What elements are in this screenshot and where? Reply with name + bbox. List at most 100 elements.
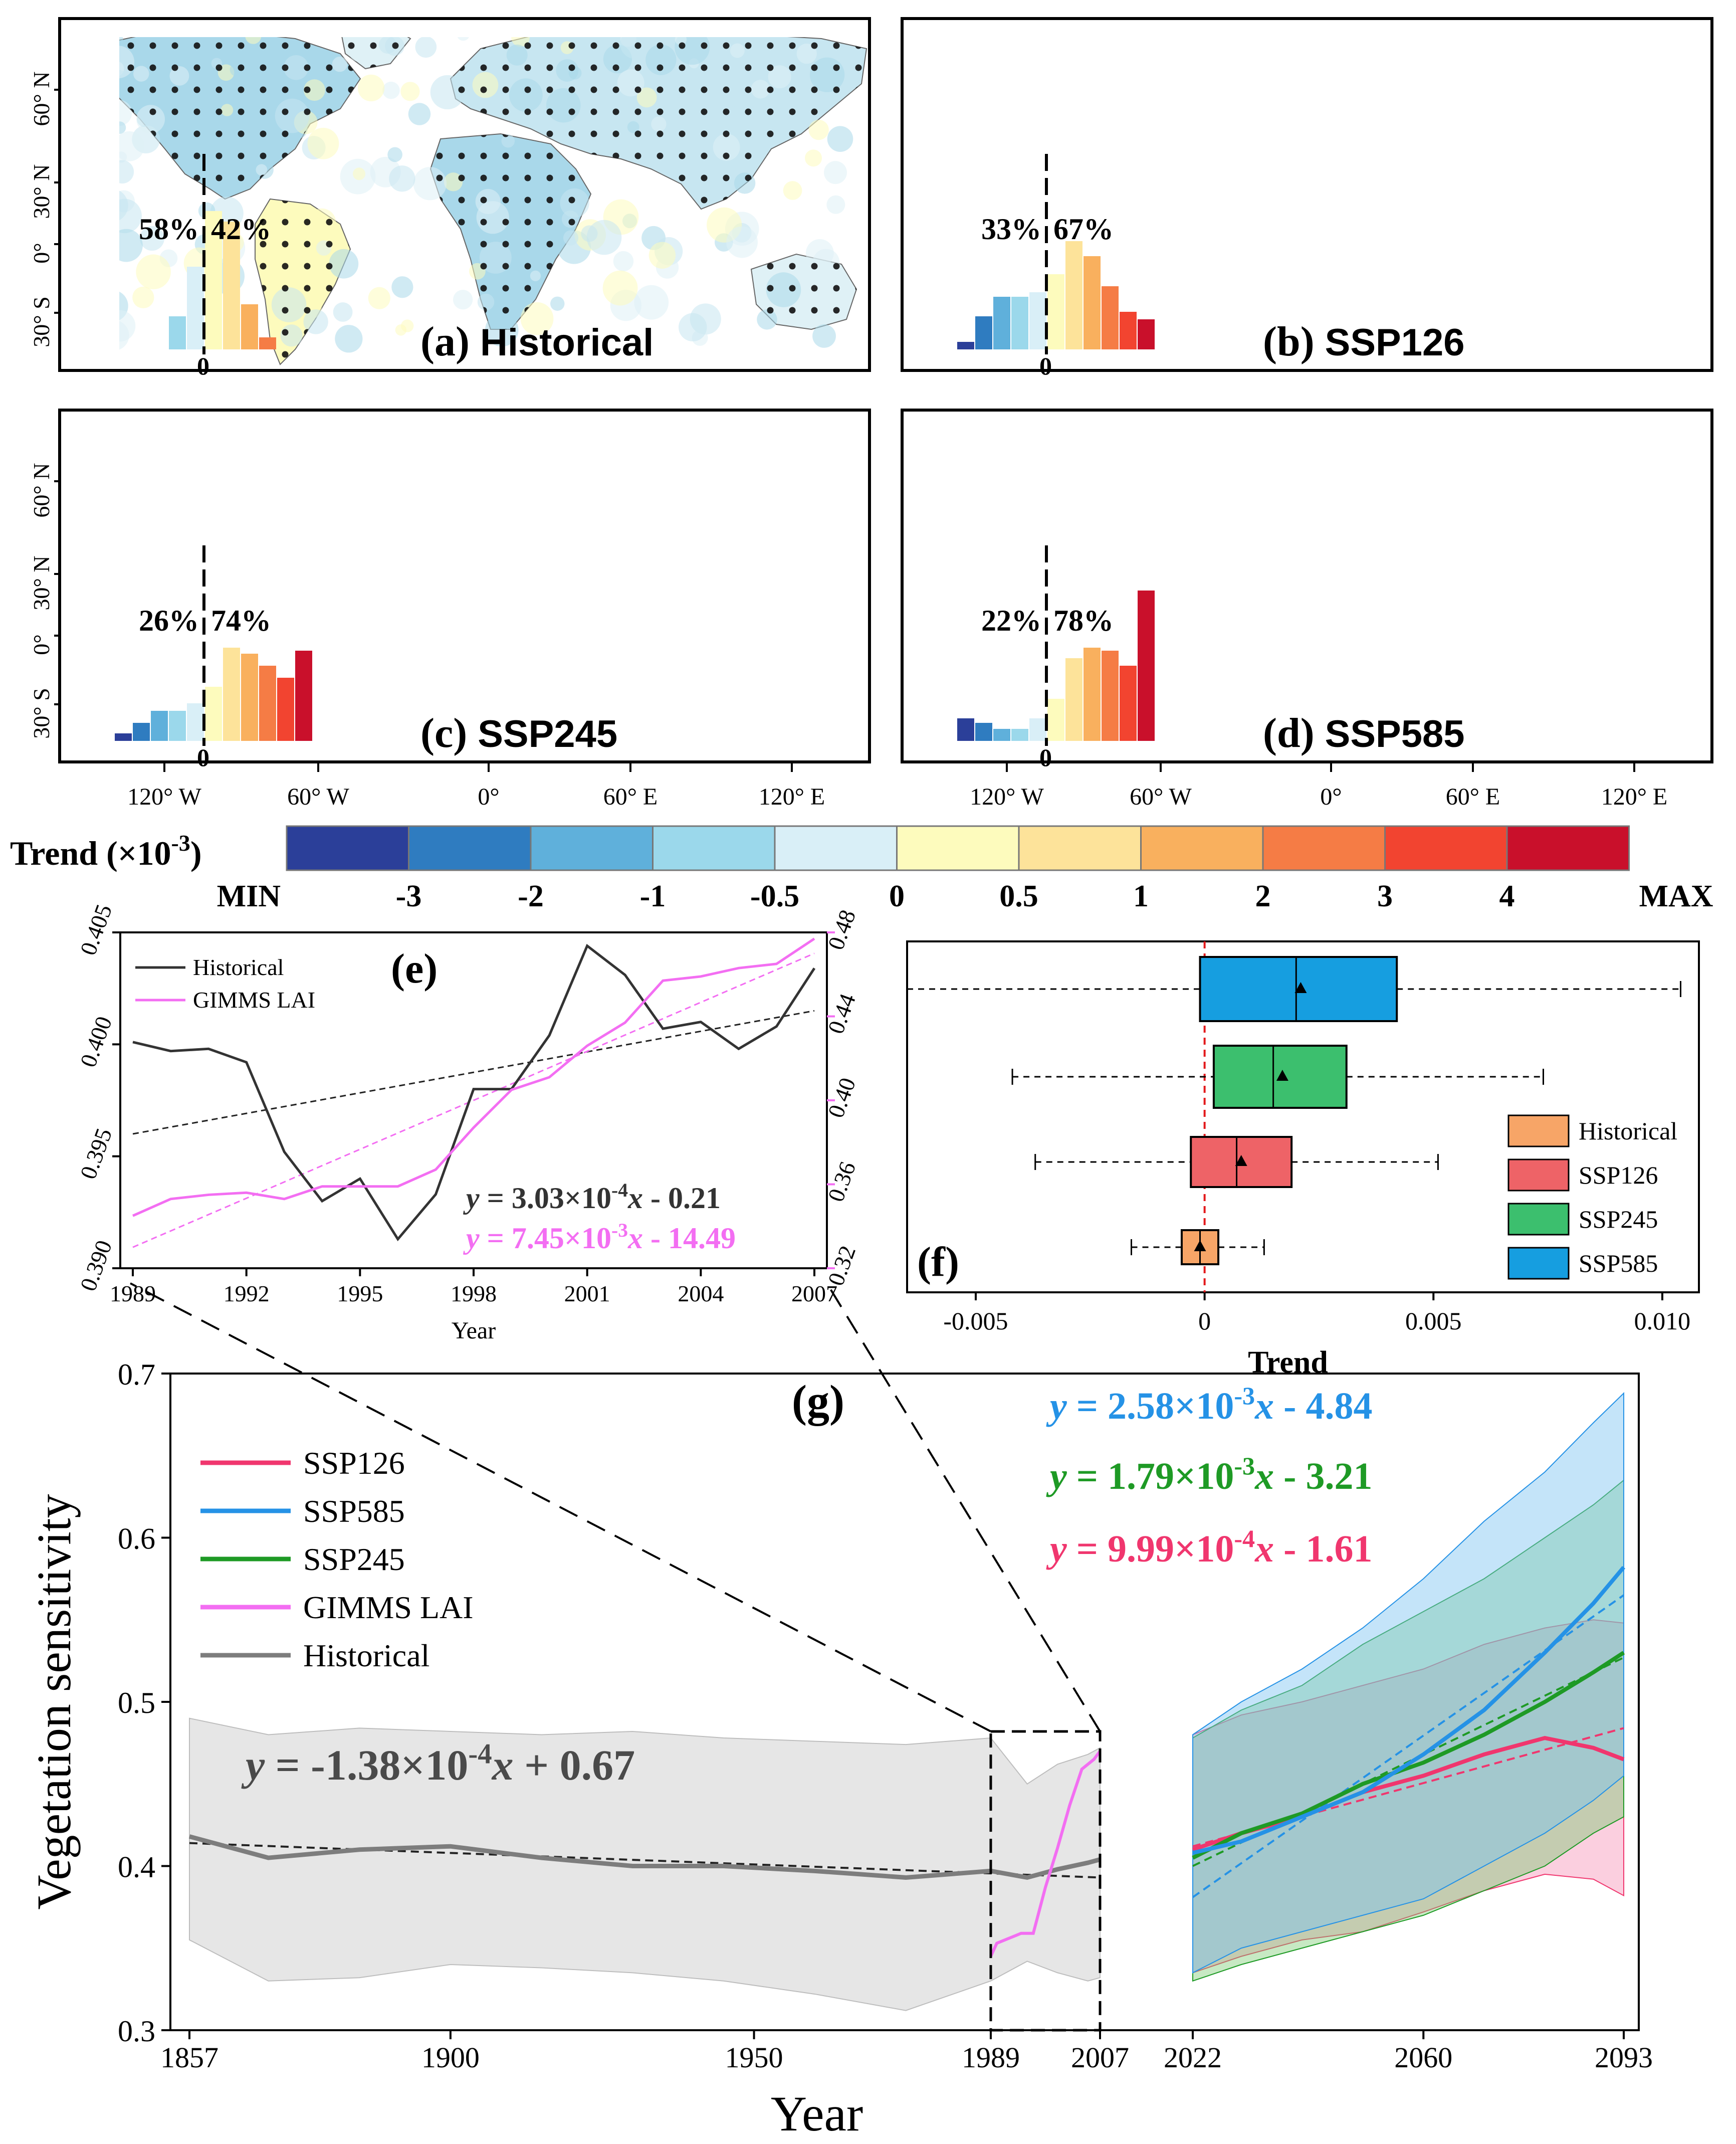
map-panel-b: 33% 67% 0 (b) SSP126 bbox=[901, 17, 1713, 380]
trend-patch bbox=[824, 161, 847, 184]
negative-percent: 58% bbox=[139, 213, 199, 246]
panel-g-equation-ssp126: y = 9.99×10-4x - 1.61 bbox=[1046, 1524, 1372, 1570]
histogram-bar bbox=[169, 316, 186, 349]
negative-percent: 22% bbox=[981, 604, 1041, 637]
legend-historical-label: Historical bbox=[193, 954, 284, 980]
panel-g-equation-historical: y = -1.38×10-4x + 0.67 bbox=[241, 1738, 635, 1789]
panel-g-equation-ssp585: y = 2.58×10-3x - 4.84 bbox=[1046, 1382, 1372, 1427]
histogram-bar bbox=[169, 711, 186, 741]
positive-percent: 78% bbox=[1053, 604, 1114, 637]
y-right-tick-label: 0.48 bbox=[823, 906, 860, 953]
latitude-tick: 30° S bbox=[29, 688, 54, 738]
legend-swatch bbox=[1507, 1114, 1570, 1147]
longitude-tick: 0° bbox=[1320, 784, 1342, 810]
latitude-tick: 30° N bbox=[29, 164, 54, 219]
colorbar-swatch bbox=[1506, 825, 1630, 871]
significance-dots bbox=[451, 37, 866, 209]
x-tick-label: 1989 bbox=[962, 2041, 1020, 2074]
histogram-bar bbox=[1102, 286, 1119, 349]
mean-marker bbox=[1294, 982, 1307, 993]
trend-patch bbox=[586, 220, 622, 255]
historical-trendline bbox=[132, 1010, 815, 1135]
latitude-tick: 60° N bbox=[29, 71, 54, 126]
trend-patch bbox=[119, 321, 129, 350]
colorbar-label: 1 bbox=[1133, 879, 1149, 913]
map-axis-ticks: 60° N 30° N 0° 30° S 60° N 30° N 0° 30° S 120° W… bbox=[29, 71, 1667, 810]
histogram-bar bbox=[1138, 319, 1155, 349]
map-panel-label: (c) SSP245 bbox=[420, 710, 617, 756]
x-tick-label: 2004 bbox=[678, 1281, 724, 1306]
colorbar-swatch bbox=[408, 825, 532, 871]
histogram-bar bbox=[259, 337, 276, 349]
trend-patch bbox=[457, 37, 469, 41]
longitude-tick: 60° W bbox=[287, 784, 349, 810]
x-tick-label: 1998 bbox=[451, 1281, 497, 1306]
ssp126-uncertainty-band bbox=[1192, 1619, 1624, 1974]
histogram-bar bbox=[1011, 297, 1028, 349]
trend-patch bbox=[119, 160, 134, 184]
histogram-bar bbox=[1065, 241, 1082, 349]
trend-patch bbox=[382, 81, 400, 99]
histogram-bar bbox=[151, 711, 168, 741]
y-tick-label: 0.4 bbox=[118, 1851, 155, 1884]
map-frame bbox=[901, 409, 1713, 763]
histogram-bar bbox=[975, 316, 992, 349]
map-panel-label: (a) Historical bbox=[420, 318, 654, 365]
trend-patch bbox=[132, 286, 154, 309]
significance-dots bbox=[751, 254, 856, 329]
map-panels: 58% 42% 0 (a) Historical 33% 67% 0 (b) SSP126 26… bbox=[58, 17, 1713, 771]
trend-patch bbox=[353, 167, 366, 180]
zoom-connector-left bbox=[130, 1282, 991, 1732]
colorbar-swatches bbox=[286, 825, 1630, 871]
panel-g-chart: 0.3 0.4 0.5 0.6 0.7 Vegetation sensitivity 185… bbox=[27, 1282, 1653, 2141]
latitude-tick: 30° S bbox=[29, 296, 54, 347]
trend-patch bbox=[812, 324, 836, 348]
ssp245-line bbox=[1192, 1651, 1625, 1860]
trend-patch bbox=[520, 302, 554, 335]
trend-patch bbox=[307, 127, 339, 159]
panel-g-equation-ssp245: y = 1.79×10-3x - 3.21 bbox=[1046, 1452, 1372, 1497]
histogram-bar bbox=[1102, 651, 1119, 741]
histogram-bar bbox=[187, 267, 204, 349]
legend-label: SSP245 bbox=[1579, 1205, 1658, 1233]
x-tick-label: 1992 bbox=[224, 1281, 270, 1306]
map-land bbox=[119, 37, 867, 365]
positive-percent: 42% bbox=[211, 213, 271, 246]
colorbar-swatch bbox=[530, 825, 654, 871]
trend-patch bbox=[408, 103, 431, 125]
negative-percent: 26% bbox=[139, 604, 199, 637]
y-left-tick-label: 0.395 bbox=[75, 1125, 117, 1183]
ssp126-trendline bbox=[1192, 1727, 1624, 1848]
latitude-tick: 0° bbox=[29, 243, 54, 263]
colorbar-label: MIN bbox=[217, 879, 281, 913]
longitude-tick: 60° W bbox=[1130, 784, 1192, 810]
longitude-tick: 120° E bbox=[759, 784, 825, 810]
inset-histogram: 33% 67% 0 bbox=[957, 154, 1155, 380]
panel-f-boxplot: -0.005 0 0.005 0.010TrendHistoricalSSP126SS… bbox=[906, 940, 1700, 1380]
y-right-tick-label: 0.32 bbox=[823, 1242, 860, 1289]
y-tick-label: 0.3 bbox=[118, 2015, 155, 2048]
histogram-bar bbox=[259, 666, 276, 741]
histogram-bar bbox=[187, 703, 204, 741]
legend-gimms-label: GIMMS LAI bbox=[193, 987, 315, 1013]
trend-patch bbox=[400, 82, 420, 101]
trend-patch bbox=[808, 119, 829, 140]
panel-g-tag: (g) bbox=[792, 1377, 844, 1426]
y-left-tick-label: 0.405 bbox=[75, 901, 117, 958]
trend-patch bbox=[357, 74, 385, 102]
significance-dots bbox=[430, 134, 591, 329]
trend-patch bbox=[387, 147, 402, 162]
legend-label: Historical bbox=[303, 1638, 429, 1673]
ssp245-uncertainty-band bbox=[1192, 1479, 1624, 1982]
inset-histogram: 22% 78% 0 bbox=[957, 545, 1155, 771]
longitude-tick: 120° W bbox=[127, 784, 201, 810]
histogram-zero-label: 0 bbox=[197, 352, 209, 380]
y-right-tick-label: 0.44 bbox=[823, 991, 860, 1037]
y-axis-label: Vegetation sensitivity bbox=[27, 1494, 81, 1909]
histogram-bar bbox=[133, 723, 150, 741]
x-tick-label: 0.005 bbox=[1405, 1307, 1462, 1335]
histogram-bar bbox=[993, 729, 1010, 741]
trend-patch bbox=[119, 151, 127, 163]
histogram-bar bbox=[1065, 658, 1082, 741]
trend-patch bbox=[453, 290, 473, 310]
